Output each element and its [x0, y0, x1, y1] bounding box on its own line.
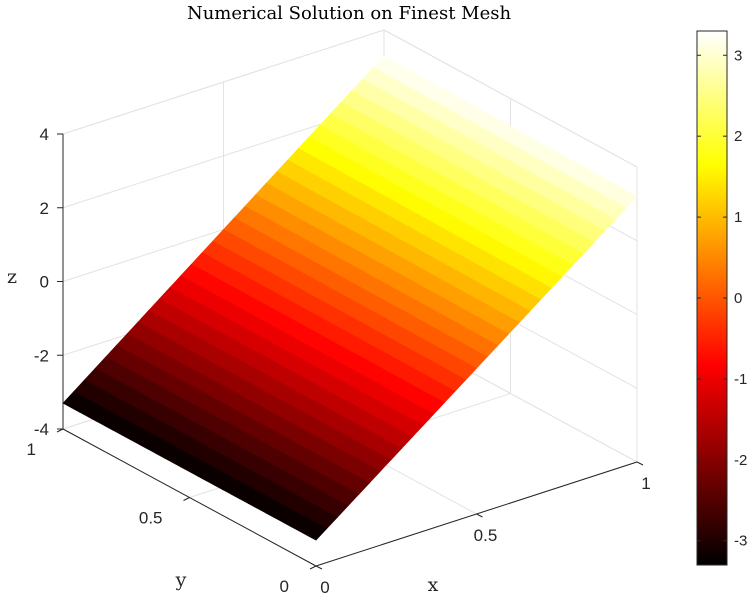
- y-tick-mark: [309, 565, 317, 570]
- y-axis-label: y: [175, 569, 187, 591]
- colorbar-bar: [696, 30, 728, 566]
- colorbar-tick-label: 0: [734, 290, 742, 307]
- chart-title: Numerical Solution on Finest Mesh: [187, 3, 512, 24]
- z-tick-label: 4: [40, 125, 49, 144]
- y-tick-mark: [183, 497, 190, 501]
- y-tick-label: 0: [280, 577, 289, 596]
- colorbar-tick-label: -1: [734, 371, 747, 388]
- colorbar: -3 -2 -1 0 1 2 3: [696, 30, 747, 566]
- box-edge-top-back: [62, 29, 385, 135]
- colorbar-tick-label: -2: [734, 452, 747, 469]
- box-edge-top-side: [383, 29, 638, 168]
- x-tick-label: 0: [320, 578, 329, 597]
- colorbar-tick-label: 3: [734, 47, 742, 64]
- colorbar-tick-label: 2: [734, 128, 742, 145]
- z-tick-label: 2: [40, 199, 49, 218]
- z-axis-label: z: [7, 266, 17, 288]
- x-tick-label: 0.5: [474, 526, 498, 545]
- z-tick-label: -4: [34, 420, 49, 439]
- z-tick-label: 0: [40, 273, 49, 292]
- surface-patch: [307, 523, 328, 541]
- x-tick-mark: [636, 461, 644, 466]
- colorbar-tick-label: 1: [734, 209, 742, 226]
- z-tick-label: -2: [34, 346, 49, 365]
- surface: [62, 55, 638, 541]
- x-axis-label: x: [428, 574, 439, 596]
- x-tick-mark: [476, 513, 483, 518]
- y-tick-label: 0.5: [139, 509, 163, 528]
- colorbar-tick-label: -3: [734, 533, 747, 550]
- y-tick-label: 1: [27, 440, 36, 459]
- x-tick-label: 1: [641, 474, 650, 493]
- x-tick-mark: [315, 565, 323, 570]
